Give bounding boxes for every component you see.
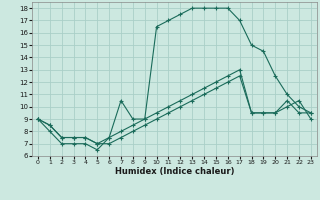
X-axis label: Humidex (Indice chaleur): Humidex (Indice chaleur) — [115, 167, 234, 176]
